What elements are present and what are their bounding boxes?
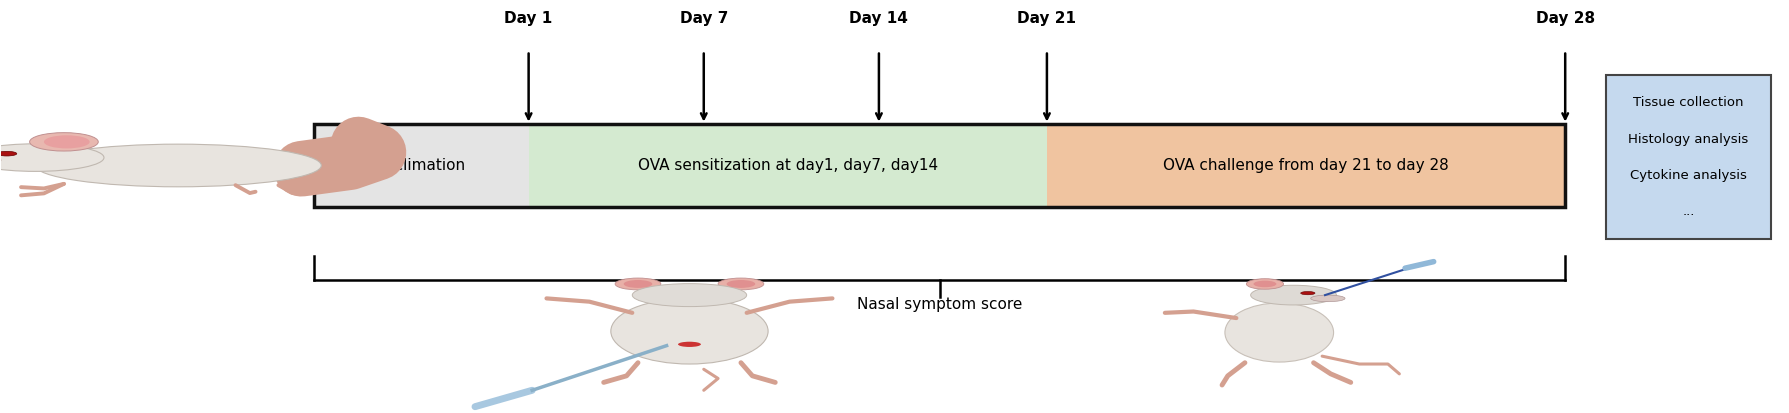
Ellipse shape [0,144,104,171]
Text: Day 28: Day 28 [1535,11,1594,26]
Ellipse shape [717,278,764,290]
Bar [528,124,1047,206]
Text: Cytokine analysis: Cytokine analysis [1630,169,1746,182]
Text: Day 1: Day 1 [504,11,553,26]
Text: Acclimation: Acclimation [377,158,465,173]
Ellipse shape [678,342,701,347]
Text: Day 7: Day 7 [680,11,728,26]
Ellipse shape [615,278,660,290]
Ellipse shape [1252,281,1276,287]
Ellipse shape [1310,295,1344,301]
Ellipse shape [610,298,767,364]
Ellipse shape [623,280,651,288]
Bar [1047,124,1564,206]
Ellipse shape [1251,285,1336,305]
Ellipse shape [0,152,16,156]
Text: Day 14: Day 14 [850,11,907,26]
Ellipse shape [1301,292,1315,295]
Ellipse shape [1245,279,1283,289]
Text: Day 21: Day 21 [1016,11,1075,26]
Bar [315,124,1564,206]
Ellipse shape [1224,303,1333,362]
Text: Histology analysis: Histology analysis [1628,133,1748,145]
Text: ...: ... [1682,206,1694,218]
Bar [1605,75,1769,239]
Text: OVA sensitization at day1, day7, day14: OVA sensitization at day1, day7, day14 [637,158,937,173]
Text: Tissue collection: Tissue collection [1632,96,1742,109]
Ellipse shape [45,135,89,148]
Text: Nasal symptom score: Nasal symptom score [857,297,1022,312]
Ellipse shape [36,144,320,187]
Ellipse shape [632,284,746,306]
Ellipse shape [30,133,98,151]
Bar [315,124,528,206]
Ellipse shape [726,280,755,288]
Text: OVA challenge from day 21 to day 28: OVA challenge from day 21 to day 28 [1163,158,1447,173]
